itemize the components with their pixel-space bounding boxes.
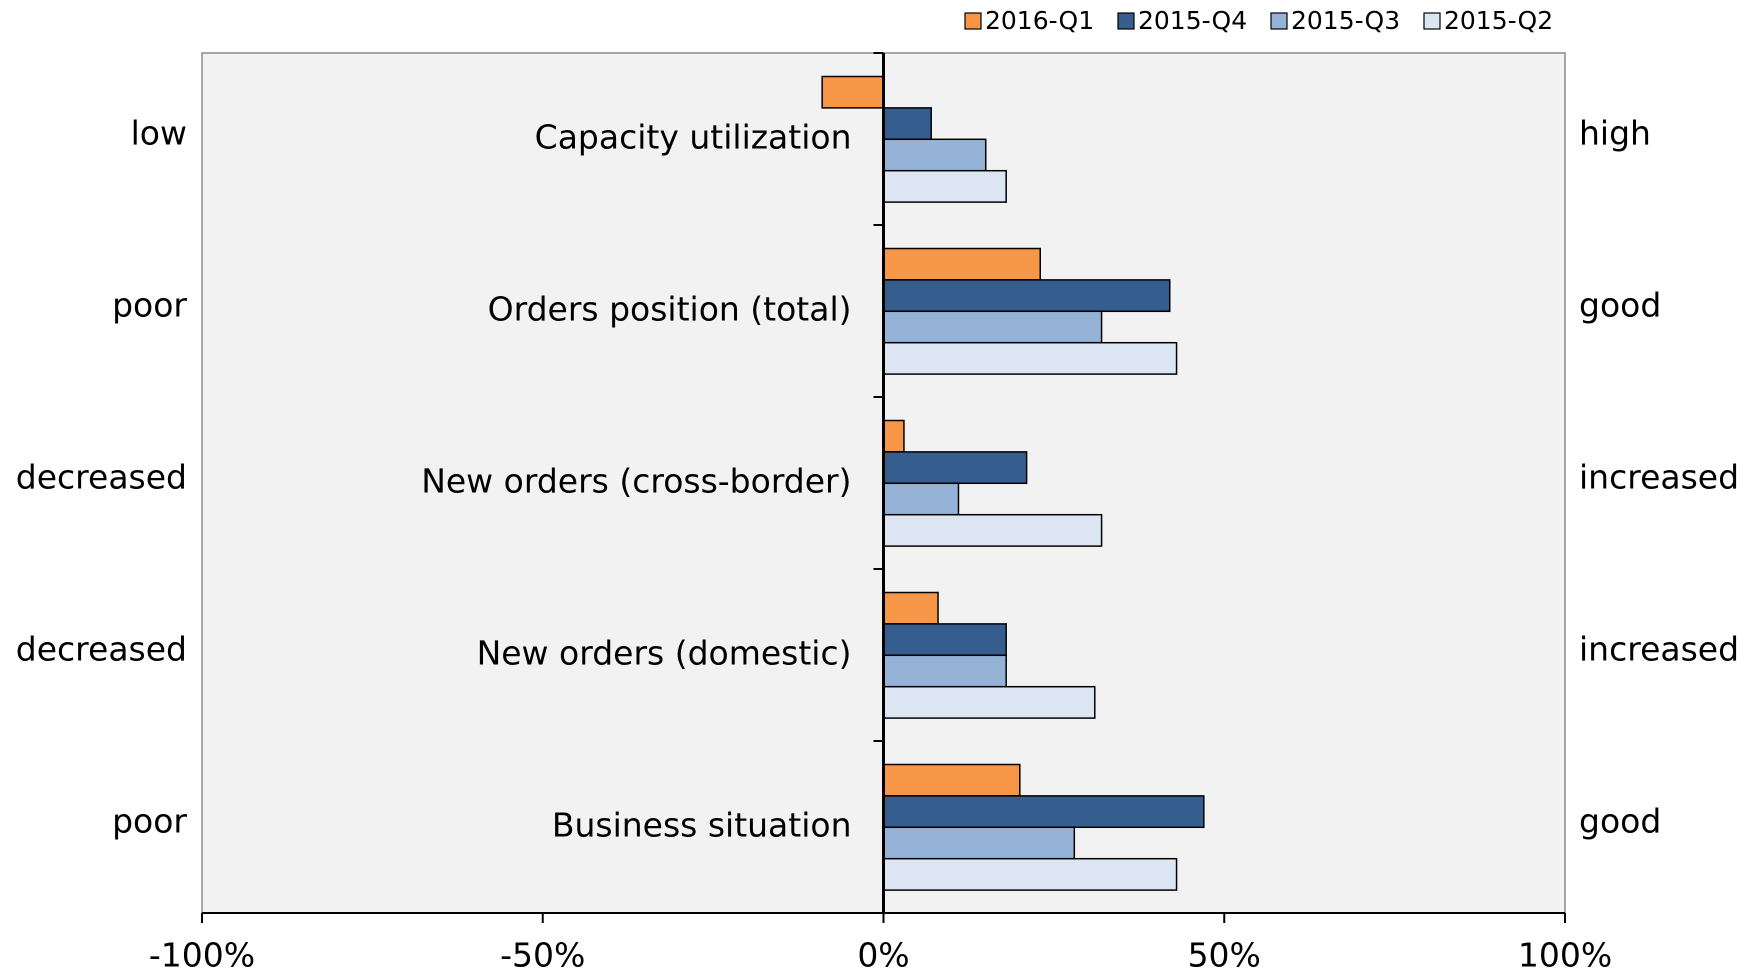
bar bbox=[882, 795, 1205, 829]
right-label: good bbox=[1579, 286, 1661, 325]
left-label: decreased bbox=[16, 630, 187, 669]
legend-label: 2015-Q3 bbox=[1291, 6, 1400, 35]
bar bbox=[882, 279, 1171, 313]
legend-label: 2015-Q4 bbox=[1138, 6, 1247, 35]
legend-swatch bbox=[964, 12, 982, 30]
category-label: Orders position (total) bbox=[488, 290, 852, 329]
bar bbox=[882, 513, 1103, 547]
bar bbox=[882, 857, 1178, 891]
bar bbox=[882, 310, 1103, 344]
bar bbox=[882, 685, 1096, 719]
category-label: Capacity utilization bbox=[535, 118, 852, 157]
bar bbox=[882, 451, 1028, 485]
legend-swatch bbox=[1117, 12, 1135, 30]
x-tick-label: -100% bbox=[149, 936, 255, 974]
category-label: New orders (domestic) bbox=[477, 634, 852, 673]
legend-swatch bbox=[1423, 12, 1441, 30]
left-label: poor bbox=[112, 802, 187, 841]
category-label: Business situation bbox=[552, 806, 852, 845]
right-label: increased bbox=[1579, 630, 1739, 669]
bar bbox=[882, 591, 939, 625]
bar bbox=[882, 826, 1076, 860]
x-tick-label: 0% bbox=[857, 936, 909, 974]
bar bbox=[882, 623, 1007, 657]
left-label: poor bbox=[112, 286, 187, 325]
x-tick-label: 100% bbox=[1518, 936, 1612, 974]
bar bbox=[882, 763, 1021, 797]
left-label: decreased bbox=[16, 458, 187, 497]
right-label: good bbox=[1579, 802, 1661, 841]
bar bbox=[882, 169, 1007, 203]
legend-label: 2016-Q1 bbox=[985, 6, 1094, 35]
right-label: increased bbox=[1579, 458, 1739, 497]
bar bbox=[882, 341, 1178, 375]
legend-swatch bbox=[1270, 12, 1288, 30]
bar bbox=[882, 654, 1007, 688]
x-tick-label: -50% bbox=[500, 936, 585, 974]
bar bbox=[882, 419, 905, 453]
bar bbox=[882, 107, 932, 141]
x-tick-label: 50% bbox=[1188, 936, 1261, 974]
legend-label: 2015-Q2 bbox=[1444, 6, 1553, 35]
right-label: high bbox=[1579, 114, 1651, 153]
bar bbox=[882, 482, 960, 516]
bar bbox=[882, 247, 1041, 281]
bar bbox=[882, 138, 987, 172]
bar bbox=[821, 75, 885, 109]
left-label: low bbox=[131, 114, 187, 153]
category-label: New orders (cross-border) bbox=[421, 462, 851, 501]
